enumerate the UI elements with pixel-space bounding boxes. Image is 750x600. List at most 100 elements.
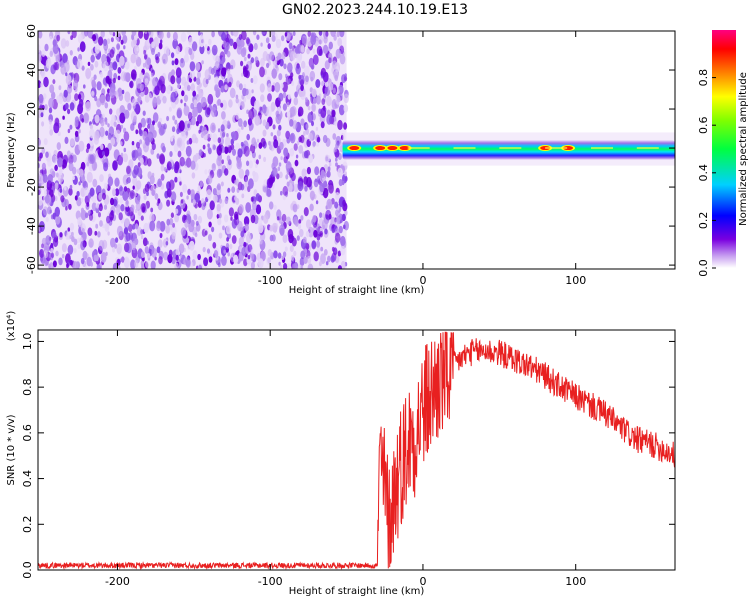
noise-speckle xyxy=(94,44,101,54)
noise-speckle xyxy=(303,65,310,76)
noise-speckle xyxy=(103,162,109,172)
noise-speckle xyxy=(315,79,321,88)
noise-speckle xyxy=(335,192,340,201)
noise-speckle xyxy=(74,93,79,101)
noise-speckle xyxy=(229,38,234,47)
noise-speckle xyxy=(263,179,268,188)
noise-speckle xyxy=(86,143,91,150)
noise-speckle xyxy=(131,141,135,146)
noise-speckle xyxy=(104,147,110,157)
noise-speckle xyxy=(175,254,179,261)
noise-speckle xyxy=(176,109,182,119)
noise-speckle xyxy=(275,64,278,69)
noise-speckle xyxy=(147,158,152,167)
noise-speckle xyxy=(54,196,58,201)
noise-speckle xyxy=(322,71,329,83)
noise-speckle xyxy=(328,161,332,167)
noise-speckle xyxy=(272,156,279,168)
noise-speckle xyxy=(312,215,317,223)
noise-speckle xyxy=(243,120,248,128)
noise-speckle xyxy=(278,73,283,81)
noise-speckle xyxy=(115,207,121,216)
noise-speckle xyxy=(221,32,227,42)
noise-speckle xyxy=(231,131,237,140)
noise-speckle xyxy=(281,35,285,42)
noise-speckle xyxy=(230,65,234,70)
noise-speckle xyxy=(170,75,176,85)
noise-speckle xyxy=(250,57,255,64)
noise-speckle xyxy=(221,99,228,111)
noise-speckle xyxy=(78,99,84,108)
noise-speckle xyxy=(105,130,109,136)
noise-speckle xyxy=(253,158,257,163)
noise-speckle xyxy=(166,115,170,122)
noise-speckle xyxy=(300,118,305,126)
noise-speckle xyxy=(180,32,187,43)
noise-speckle xyxy=(80,198,84,203)
noise-speckle xyxy=(63,61,70,73)
colorbar-axes: 0.0 0.2 0.4 0.6 0.8 Normalized spectral ampli… xyxy=(697,69,749,277)
noise-speckle xyxy=(198,149,203,157)
noise-speckle xyxy=(255,204,262,215)
noise-speckle xyxy=(38,53,42,63)
x-tick-label: -200 xyxy=(105,575,130,588)
noise-speckle xyxy=(45,151,49,158)
noise-speckle xyxy=(230,216,233,221)
noise-speckle xyxy=(86,162,90,167)
noise-speckle xyxy=(53,122,60,134)
noise-speckle xyxy=(116,225,123,237)
noise-speckle xyxy=(280,82,284,89)
noise-speckle xyxy=(235,197,240,205)
noise-speckle xyxy=(200,34,204,40)
noise-speckle xyxy=(137,95,142,103)
colorbar-tick-label: 0.2 xyxy=(697,212,710,230)
noise-speckle xyxy=(39,152,43,159)
noise-speckle xyxy=(159,153,165,164)
noise-speckle xyxy=(194,192,200,203)
noise-speckle xyxy=(292,203,298,213)
noise-speckle xyxy=(157,79,163,91)
noise-speckle xyxy=(240,47,247,58)
noise-speckle xyxy=(163,123,167,130)
noise-speckle xyxy=(80,174,84,182)
noise-speckle xyxy=(294,91,298,98)
noise-speckle xyxy=(322,187,329,199)
noise-speckle xyxy=(191,41,198,52)
noise-speckle xyxy=(59,188,63,193)
noise-speckle xyxy=(332,133,337,140)
noise-speckle xyxy=(41,243,44,249)
noise-speckle xyxy=(180,99,183,104)
noise-speckle xyxy=(112,58,115,63)
noise-speckle xyxy=(185,145,192,157)
noise-speckle xyxy=(47,158,52,167)
noise-speckle xyxy=(91,91,95,96)
noise-speckle xyxy=(165,241,169,246)
snr-series-line xyxy=(38,331,675,570)
noise-speckle xyxy=(77,58,83,70)
noise-speckle xyxy=(271,107,274,113)
noise-speckle xyxy=(341,180,345,186)
noise-speckle xyxy=(180,199,184,204)
noise-speckle xyxy=(112,247,116,253)
noise-speckle xyxy=(52,237,59,248)
noise-speckle xyxy=(38,98,43,106)
noise-speckle xyxy=(224,214,229,223)
noise-speckle xyxy=(240,141,244,147)
noise-speckle xyxy=(309,203,314,212)
noise-speckle xyxy=(286,137,291,144)
noise-speckle xyxy=(94,96,98,102)
noise-speckle xyxy=(83,113,89,122)
noise-speckle xyxy=(174,176,178,183)
x-axis-label: Height of straight line (km) xyxy=(289,285,425,296)
noise-speckle xyxy=(252,31,257,36)
noise-speckle xyxy=(307,31,312,37)
noise-speckle xyxy=(160,173,165,181)
noise-speckle xyxy=(320,121,325,129)
noise-speckle xyxy=(116,43,120,50)
noise-speckle xyxy=(250,143,256,154)
noise-speckle xyxy=(129,190,135,199)
noise-speckle xyxy=(243,145,250,157)
noise-speckle xyxy=(158,256,163,265)
noise-speckle xyxy=(289,132,296,144)
noise-speckle xyxy=(135,202,141,211)
